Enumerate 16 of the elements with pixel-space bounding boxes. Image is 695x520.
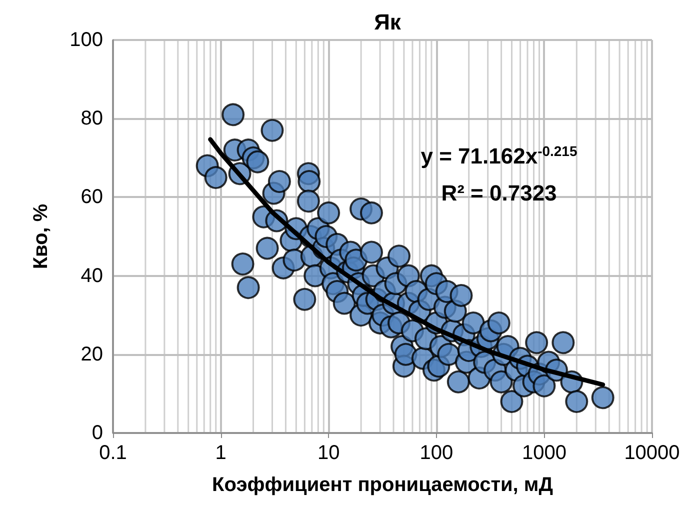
- x-tick-label: 10000: [624, 442, 680, 464]
- y-axis-title: Кво, %: [30, 204, 52, 270]
- x-axis-title: Коэффициент проницаемости, мД: [212, 474, 553, 496]
- y-tick-label: 0: [92, 422, 103, 444]
- x-tick-label: 1: [215, 442, 226, 464]
- x-tick-label: 1000: [522, 442, 566, 464]
- y-tick-label: 60: [80, 186, 103, 208]
- annotation: R² = 0.7323: [441, 180, 557, 206]
- y-tick-label: 80: [80, 108, 103, 130]
- y-tick-label: 20: [80, 343, 103, 366]
- x-tick-label: 0.1: [99, 442, 127, 464]
- x-tick-label: 100: [420, 442, 454, 464]
- x-tick-label: 10: [317, 442, 340, 464]
- chart-title: Як: [374, 10, 402, 34]
- y-tick-label: 100: [70, 29, 103, 51]
- y-tick-label: 40: [80, 264, 103, 287]
